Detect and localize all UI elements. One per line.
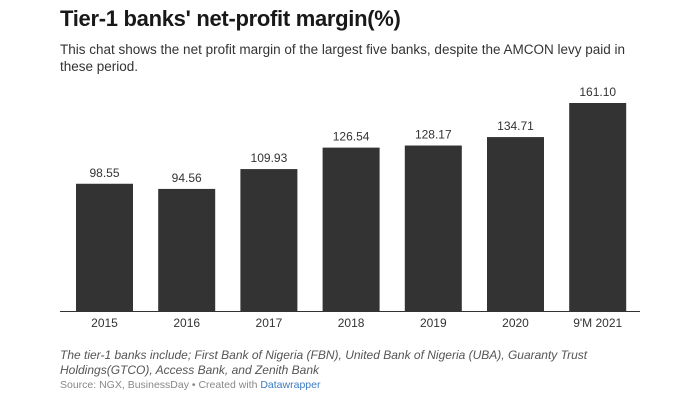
bar-9'M 2021	[569, 103, 627, 311]
data-label: 98.55	[89, 166, 119, 180]
x-tick-label: 2019	[420, 316, 447, 330]
x-tick-label: 2018	[338, 316, 365, 330]
data-label: 109.93	[251, 151, 288, 165]
datawrapper-link[interactable]: Datawrapper	[260, 379, 321, 391]
x-tick-label: 2015	[91, 316, 118, 330]
data-label: 134.71	[497, 119, 534, 133]
data-label: 94.56	[172, 171, 202, 185]
chart-title: Tier-1 banks' net-profit margin(%)	[60, 6, 401, 31]
bar-2015	[76, 183, 133, 311]
source-line: Source: NGX, BusinessDay • Created with …	[60, 379, 320, 391]
bar-2017	[240, 169, 298, 311]
bar-2019	[404, 145, 462, 311]
x-tick-label: 9'M 2021	[573, 316, 622, 330]
x-tick-label: 2017	[256, 316, 283, 330]
chart-subtitle: This chat shows the net profit margin of…	[60, 42, 626, 74]
bar-2018	[322, 147, 380, 311]
data-label: 128.17	[415, 128, 452, 142]
bar-2016	[158, 188, 216, 311]
bar-chart: 98.55 2015 94.56 2016 109.93 2017 126.54 2018 12…	[60, 85, 640, 330]
source-text: Source: NGX, BusinessDay • Created with	[60, 379, 261, 391]
data-label: 126.54	[333, 130, 370, 144]
chart-notes: The tier-1 banks include; First Bank of …	[60, 348, 588, 377]
bar-2020	[487, 137, 544, 311]
x-tick-label: 2020	[502, 316, 529, 330]
x-tick-label: 2016	[173, 316, 200, 330]
data-label: 161.10	[579, 85, 616, 99]
